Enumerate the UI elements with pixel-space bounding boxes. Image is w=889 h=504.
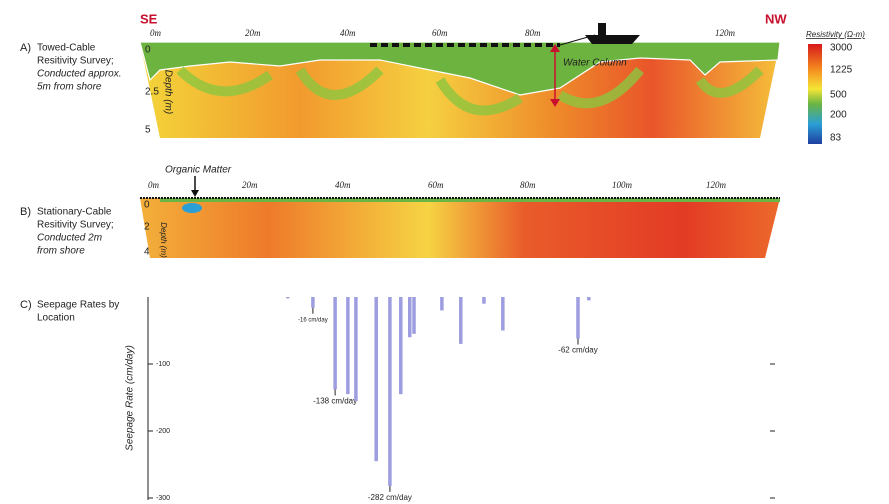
panel-title: Resitivity Survey; (37, 220, 114, 231)
panel-note: Conducted 2m (37, 233, 102, 244)
arrow-head (191, 190, 199, 197)
colorbar-tick-label: 1225 (830, 65, 853, 76)
x-tick-label: 100m (612, 180, 633, 190)
depth-tick-label: 0 (145, 45, 151, 56)
bar (482, 297, 486, 304)
colorbar-tick-label: 3000 (830, 43, 853, 54)
panel-letter: A) (20, 42, 31, 54)
x-tick-label: 80m (520, 180, 536, 190)
water-column (139, 41, 781, 96)
direction-label: SE (140, 11, 158, 26)
panel-letter: B) (20, 206, 31, 218)
bar (311, 297, 315, 308)
panel-letter: C) (20, 299, 32, 311)
bar (374, 297, 378, 462)
x-tick-label: 0m (148, 180, 160, 190)
x-tick-label: 40m (340, 28, 356, 38)
bar (459, 297, 463, 344)
x-tick-label: 120m (715, 28, 736, 38)
panel-note: from shore (37, 246, 85, 257)
bar (286, 297, 290, 299)
bar (399, 297, 403, 395)
resistivity-pattern (176, 66, 764, 116)
chart-title: Seepage Rates by (37, 300, 119, 311)
depth-label: Depth (m) (162, 70, 173, 114)
x-tick-label: 40m (335, 180, 351, 190)
panel-note: Conducted approx. (37, 69, 122, 80)
organic-matter (182, 203, 202, 213)
bar (346, 297, 350, 395)
depth-label: Depth (m) (159, 222, 168, 258)
x-tick-label: 120m (706, 180, 727, 190)
direction-label: NW (765, 11, 787, 26)
depth-tick-label: 5 (145, 125, 151, 136)
y-tick-label: -100 (156, 361, 170, 368)
bar (412, 297, 416, 334)
data-label: -16 cm/day (298, 317, 328, 323)
x-tick-label: 20m (242, 180, 258, 190)
annotation: Organic Matter (165, 165, 232, 176)
data-label: -282 cm/day (368, 493, 412, 502)
bar (388, 297, 392, 486)
panel-note: 5m from shore (37, 82, 102, 93)
x-tick-label: 60m (428, 180, 444, 190)
panel-title: Stationary-Cable (37, 207, 112, 218)
x-tick-label: 60m (432, 28, 448, 38)
depth-tick-label: 2 (144, 222, 150, 233)
y-axis-label: Seepage Rate (cm/day) (125, 345, 136, 451)
colorbar-title: Resistivity (Ω-m) (806, 30, 865, 39)
depth-tick-label: 4 (144, 247, 150, 258)
chart-title: Location (37, 313, 75, 324)
panel-title: Towed-Cable (37, 43, 96, 54)
boat (585, 23, 640, 44)
x-tick-label: 80m (525, 28, 541, 38)
bar (333, 297, 337, 390)
y-tick-label: -300 (156, 495, 170, 502)
panel-title: Resitivity Survey; (37, 56, 114, 67)
resistivity-section (140, 42, 780, 138)
annotation: Water Column (563, 58, 627, 69)
depth-tick-label: 0 (144, 200, 150, 211)
resistivity-section (140, 198, 780, 258)
x-tick-label: 20m (245, 28, 261, 38)
colorbar (808, 44, 822, 144)
bar (440, 297, 444, 311)
bar (408, 297, 412, 338)
colorbar-tick-label: 200 (830, 110, 847, 121)
data-label: -62 cm/day (558, 346, 598, 355)
y-tick-label: -200 (156, 428, 170, 435)
colorbar-tick-label: 500 (830, 90, 847, 101)
colorbar-tick-label: 83 (830, 133, 842, 144)
bar (576, 297, 580, 339)
bar (587, 297, 591, 301)
data-label: -138 cm/day (313, 397, 357, 406)
bar (354, 297, 358, 401)
x-tick-label: 0m (150, 28, 162, 38)
depth-tick-label: 2.5 (145, 87, 159, 98)
bar (501, 297, 505, 331)
